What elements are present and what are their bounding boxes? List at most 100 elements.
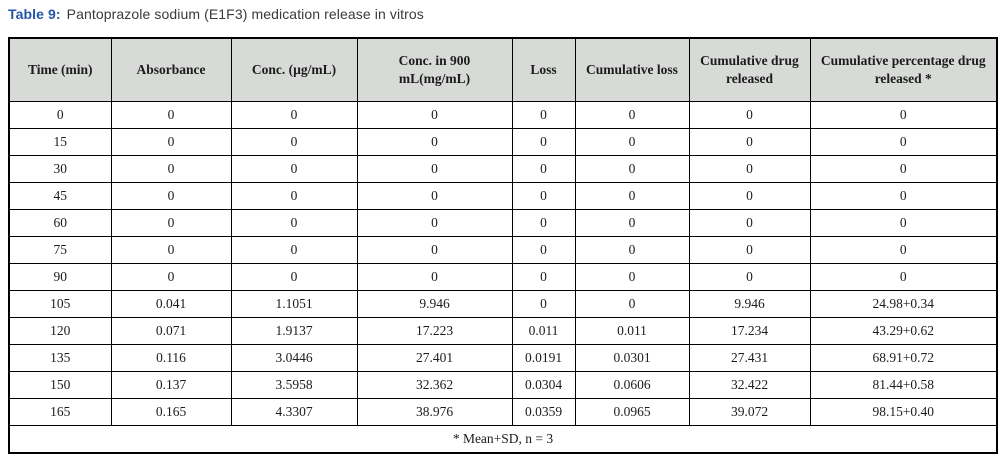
table-cell: 1.1051 — [230, 289, 358, 318]
table-cell: 165 — [8, 397, 112, 426]
table-cell: 0 — [809, 127, 998, 156]
table-cell: 135 — [8, 343, 112, 372]
table-cell: 1.9137 — [230, 316, 358, 345]
table-cell: 0 — [574, 235, 690, 264]
column-header-time: Time (min) — [8, 37, 112, 102]
table-cell: 27.401 — [356, 343, 513, 372]
table-cell: 9.946 — [356, 289, 513, 318]
table-cell: 0 — [356, 181, 513, 210]
header-row: Time (min) Absorbance Conc. (µg/mL) Conc… — [8, 37, 998, 102]
table-cell: 0 — [688, 127, 811, 156]
table-cell: 105 — [8, 289, 112, 318]
table-cell: 0 — [230, 127, 358, 156]
table-cell: 0 — [230, 154, 358, 183]
table-cell: 9.946 — [688, 289, 811, 318]
table-cell: 39.072 — [688, 397, 811, 426]
table-cell: 0 — [688, 181, 811, 210]
table-cell: 0 — [511, 154, 576, 183]
table-cell: 0.041 — [110, 289, 232, 318]
table-cell: 24.98+0.34 — [809, 289, 998, 318]
table-cell: 68.91+0.72 — [809, 343, 998, 372]
table-cell: 0 — [356, 235, 513, 264]
table-cell: 150 — [8, 370, 112, 399]
table-cell: 0 — [574, 208, 690, 237]
table-cell: 0.0191 — [511, 343, 576, 372]
table-cell: 30 — [8, 154, 112, 183]
table-cell: 0 — [809, 208, 998, 237]
table-row: 45 0 0 0 0 0 0 0 — [8, 181, 998, 210]
table-cell: 0.0965 — [574, 397, 690, 426]
table-cell: 90 — [8, 262, 112, 291]
table-cell: 0.011 — [574, 316, 690, 345]
table-cell: 0 — [110, 127, 232, 156]
table-cell: 17.234 — [688, 316, 811, 345]
table-row: 60 0 0 0 0 0 0 0 — [8, 208, 998, 237]
column-header-loss: Loss — [511, 37, 576, 102]
table-cell: 43.29+0.62 — [809, 316, 998, 345]
table-cell: 45 — [8, 181, 112, 210]
table-cell: 0 — [230, 235, 358, 264]
table-cell: 0 — [356, 262, 513, 291]
table-cell: 60 — [8, 208, 112, 237]
table-cell: 0 — [511, 127, 576, 156]
column-header-cumulative-loss: Cumulative loss — [574, 37, 690, 102]
table-cell: 32.362 — [356, 370, 513, 399]
table-cell: 120 — [8, 316, 112, 345]
table-cell: 38.976 — [356, 397, 513, 426]
table-cell: 0.0359 — [511, 397, 576, 426]
table-cell: 0 — [110, 262, 232, 291]
table-cell: 0 — [110, 100, 232, 129]
table-cell: 0 — [511, 100, 576, 129]
column-header-cumulative-drug-released: Cumulative drug released — [688, 37, 811, 102]
table-cell: 0 — [574, 262, 690, 291]
table-cell: 0.0606 — [574, 370, 690, 399]
table-row: 165 0.165 4.3307 38.976 0.0359 0.0965 39.072 98… — [8, 397, 998, 426]
table-cell: 32.422 — [688, 370, 811, 399]
table-cell: 0 — [574, 154, 690, 183]
table-cell: 0.071 — [110, 316, 232, 345]
table-cell: 3.5958 — [230, 370, 358, 399]
table-row: 135 0.116 3.0446 27.401 0.0191 0.0301 27.431 68… — [8, 343, 998, 372]
table-cell: 0 — [688, 235, 811, 264]
table-row: 150 0.137 3.5958 32.362 0.0304 0.0606 32.422 81… — [8, 370, 998, 399]
table-cell: 98.15+0.40 — [809, 397, 998, 426]
table-cell: 0 — [110, 154, 232, 183]
table-cell: 17.223 — [356, 316, 513, 345]
medication-release-table: Time (min) Absorbance Conc. (µg/mL) Conc… — [8, 37, 998, 454]
table-cell: 0 — [688, 262, 811, 291]
table-cell: 0 — [230, 262, 358, 291]
table-cell: 15 — [8, 127, 112, 156]
footnote-row: * Mean+SD, n = 3 — [8, 424, 998, 454]
table-cell: 0 — [230, 100, 358, 129]
table-cell: 0 — [110, 208, 232, 237]
table-cell: 0.0301 — [574, 343, 690, 372]
table-row: 75 0 0 0 0 0 0 0 — [8, 235, 998, 264]
table-cell: 0 — [356, 127, 513, 156]
table-cell: 0 — [809, 181, 998, 210]
table-cell: 0 — [8, 100, 112, 129]
table-cell: 0 — [574, 181, 690, 210]
table-cell: 0 — [356, 208, 513, 237]
table-cell: 0.0304 — [511, 370, 576, 399]
table-cell: 0 — [809, 235, 998, 264]
table-cell: 0 — [688, 208, 811, 237]
table-cell: 0.137 — [110, 370, 232, 399]
column-header-absorbance: Absorbance — [110, 37, 232, 102]
table-cell: 27.431 — [688, 343, 811, 372]
table-cell: 0.011 — [511, 316, 576, 345]
column-header-cumulative-percentage: Cumulative percentage drug released * — [809, 37, 998, 102]
table-row: 90 0 0 0 0 0 0 0 — [8, 262, 998, 291]
table-cell: 3.0446 — [230, 343, 358, 372]
table-row: 30 0 0 0 0 0 0 0 — [8, 154, 998, 183]
table-caption-text: Pantoprazole sodium (E1F3) medication re… — [66, 6, 424, 22]
table-cell: 0 — [230, 208, 358, 237]
table-cell: 0 — [110, 235, 232, 264]
table-cell: 0 — [574, 100, 690, 129]
table-cell: 75 — [8, 235, 112, 264]
table-row: 120 0.071 1.9137 17.223 0.011 0.011 17.234 43.2… — [8, 316, 998, 345]
table-cell: 0 — [110, 181, 232, 210]
table-cell: 0 — [809, 262, 998, 291]
table-row: 105 0.041 1.1051 9.946 0 0 9.946 24.98+0.34 — [8, 289, 998, 318]
table-cell: 0 — [809, 100, 998, 129]
